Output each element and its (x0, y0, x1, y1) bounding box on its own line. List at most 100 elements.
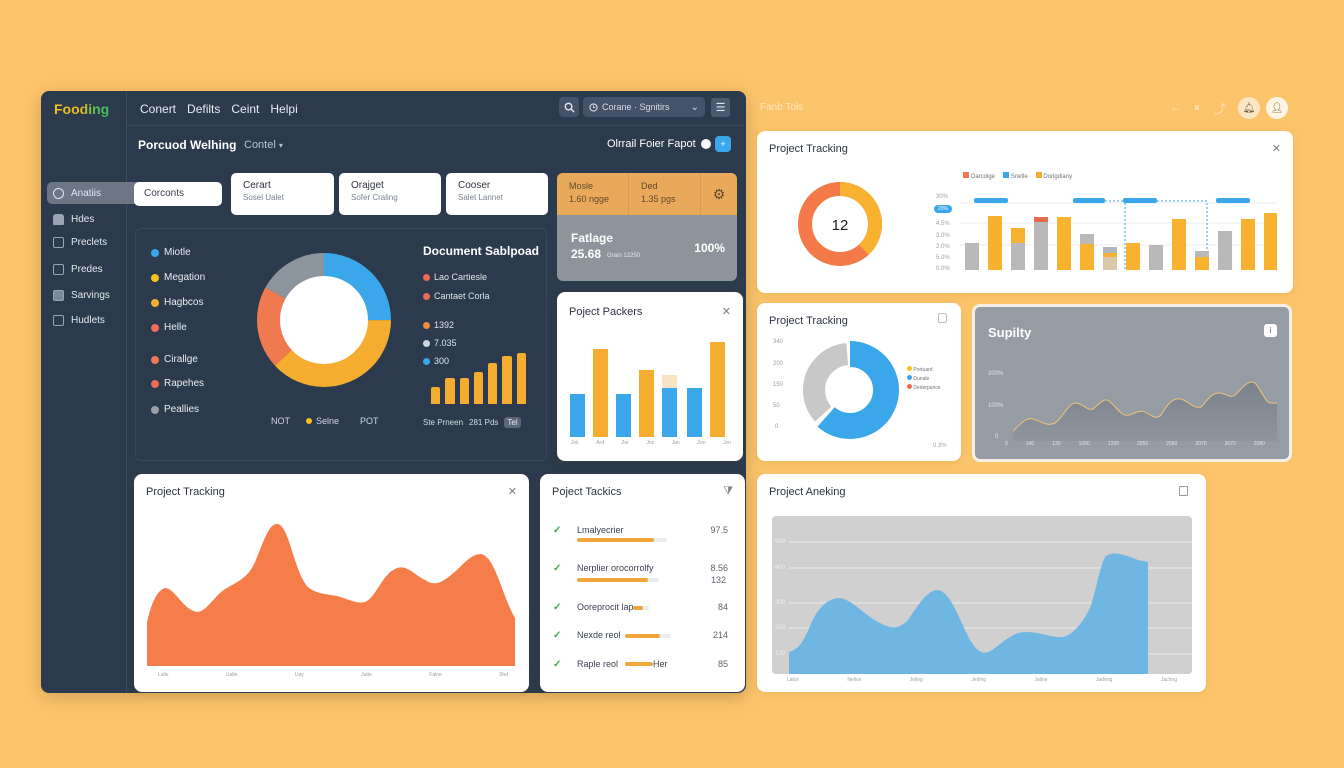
contents-tab[interactable]: Corconts (134, 182, 222, 206)
nav-item-3[interactable]: Helpi (270, 102, 298, 116)
mini-card-subtitle: Salet Lannet (458, 193, 503, 202)
project-aneking-card: Project Aneking 500 400 300 200 100 Lalc… (757, 474, 1206, 692)
header-divider (127, 125, 746, 126)
bell-avatar[interactable]: 🔔︎ (1238, 97, 1260, 119)
search-icon (564, 102, 575, 113)
x-axis-labels: 0 140 130 1260 1330 2050 2060 2070 2070 2080 (1005, 441, 1265, 447)
doc-legend-item: Cantaet Corla (423, 291, 490, 301)
chevron-down-icon: ▾ (278, 141, 283, 150)
sidebar-item-hdes[interactable]: Hdes (53, 214, 94, 225)
x-axis-labels: Jnk Ard Zer Jnz Jan Zen Jzn (571, 440, 731, 446)
card-title: Poject Packers (569, 306, 643, 318)
metric-label: Fatlage (571, 231, 614, 245)
doc-footer-pill[interactable]: Tel (504, 417, 521, 428)
mini-card-1[interactable]: Orajget Sofer Craling (339, 173, 441, 215)
task-value: 214 (712, 630, 728, 640)
gear-icon[interactable]: ⚙ (712, 185, 726, 202)
sidebar-item-label: Hudlets (71, 315, 105, 326)
sidebar-item-sarvings[interactable]: Sarvings (53, 290, 110, 301)
legend-item: Helle (151, 322, 187, 333)
task-value: 85 (717, 659, 728, 669)
check-icon: ✓ (553, 602, 562, 613)
mini-card-0[interactable]: Cerart Sosel Ualet (231, 173, 334, 215)
chart-plot-area: 500 400 300 200 100 (772, 516, 1192, 674)
share-icon[interactable]: ⤴ (1214, 102, 1227, 116)
doc-legend-item: Lao Cartiesle (423, 272, 487, 282)
user-avatar[interactable]: 👤︎ (1266, 97, 1288, 119)
info-icon[interactable]: i (1264, 324, 1277, 337)
metric-value: 25.68 (571, 247, 602, 261)
supilty-card: Supilty i 200% 100% 0 0 140 130 1260 1330 205… (972, 304, 1292, 462)
project-tracking-mid-card: Project Tracking 340 200 150 50 0 Portua… (757, 303, 961, 461)
layout-icon[interactable] (1179, 486, 1188, 496)
card-title: Project Aneking (769, 486, 846, 498)
doc-footer-value: 281 Pds (469, 418, 499, 427)
user-icon: 👤︎ (1270, 102, 1284, 114)
report-link[interactable]: Olrrail Foier Fapot (607, 138, 696, 150)
hamburger-icon: ☰ (715, 102, 726, 114)
card-title: Project Tracking (146, 486, 225, 498)
profile-select[interactable]: Corane · Sgnitirs ⌄ (583, 97, 705, 117)
nav-item-0[interactable]: Conert (140, 102, 177, 116)
sidebar-item-preclets[interactable]: Preclets (53, 237, 107, 248)
header-right-title: Fanb Tols (760, 102, 804, 113)
donut-footer-mid: Selne (306, 416, 339, 426)
doc-panel-title: Document Sablpoad (423, 244, 540, 258)
mini-card-title: Cooser (458, 180, 491, 191)
x-axis-labels: Lalce Nelice Jeling Jeding Jaline Jadeng Jachn… (787, 677, 1177, 683)
filter-icon[interactable]: ⧩ (723, 485, 733, 497)
nav-item-2[interactable]: Ceint (231, 102, 260, 116)
task-name: Lmalyecrier (577, 525, 624, 535)
doc-value-item: 7.035 (423, 338, 457, 348)
page-title: Porcuod Welhing (138, 138, 237, 152)
check-icon: ✓ (553, 525, 562, 536)
mini-card-subtitle: Sosel Ualet (243, 193, 284, 202)
card-title: Project Tracking (769, 315, 848, 327)
svg-text:12: 12 (832, 217, 849, 234)
legend-item: Rapehes (151, 378, 204, 389)
legend-item: Megation (151, 272, 205, 283)
search-button[interactable] (559, 97, 579, 117)
tracking-mid-donut (801, 341, 899, 439)
report-action-button[interactable]: + (715, 136, 731, 152)
task-name: Raple reol (577, 659, 619, 669)
metric-subtext: Grain 12250 (607, 253, 641, 259)
overview-panel (135, 228, 547, 461)
task-value: 8.56 (710, 563, 728, 573)
status-dot-icon (701, 139, 711, 149)
task-progress (577, 578, 659, 582)
mini-card-subtitle: Sofer Craling (351, 193, 398, 202)
donut-chart (257, 253, 391, 387)
close-icon[interactable]: ✕ (507, 486, 517, 498)
close-icon[interactable]: ✕ (721, 306, 731, 318)
stat-cell-label: Ded (641, 181, 658, 191)
legend-item: Miotle (151, 247, 191, 258)
tracking-donut: 12 (798, 182, 882, 266)
donut-footer-right: POT (360, 416, 379, 426)
orange-area-chart (147, 524, 515, 666)
project-packers-card: Poject Packers ✕ Jnk Ard Zer Jnz Jan Zen Jzn (557, 292, 743, 461)
task-progress (577, 538, 667, 542)
close-icon[interactable]: ✕ (1271, 143, 1281, 155)
sidebar-item-predes[interactable]: Predes (53, 264, 103, 275)
mini-card-2[interactable]: Cooser Salet Lannet (446, 173, 548, 215)
page-subtitle-dropdown[interactable]: Contel ▾ (244, 139, 283, 151)
home-icon (53, 214, 64, 225)
sidebar-item-analytics[interactable]: Anatiis (47, 182, 139, 204)
copy-icon[interactable] (938, 313, 947, 323)
back-arrow-icon[interactable]: ← (1170, 100, 1182, 114)
nav-item-1[interactable]: Defilts (187, 102, 221, 116)
sidebar-item-label: Hdes (71, 214, 95, 225)
legend-item: Hagbcos (151, 297, 203, 308)
donut-footer-left: NOT (271, 416, 290, 426)
card-title: Supilty (988, 325, 1032, 340)
task-value: 84 (717, 602, 728, 612)
sidebar-item-hudlets[interactable]: Hudlets (53, 315, 105, 326)
legend-item: Cirallge (151, 354, 198, 365)
mini-card-title: Cerart (243, 180, 271, 191)
packers-bar-chart (570, 342, 725, 437)
pause-icon[interactable]: ⏸ (1194, 100, 1201, 114)
menu-button[interactable]: ☰ (711, 98, 730, 117)
bell-icon: 🔔︎ (1242, 102, 1256, 114)
check-icon: ✓ (553, 630, 562, 641)
